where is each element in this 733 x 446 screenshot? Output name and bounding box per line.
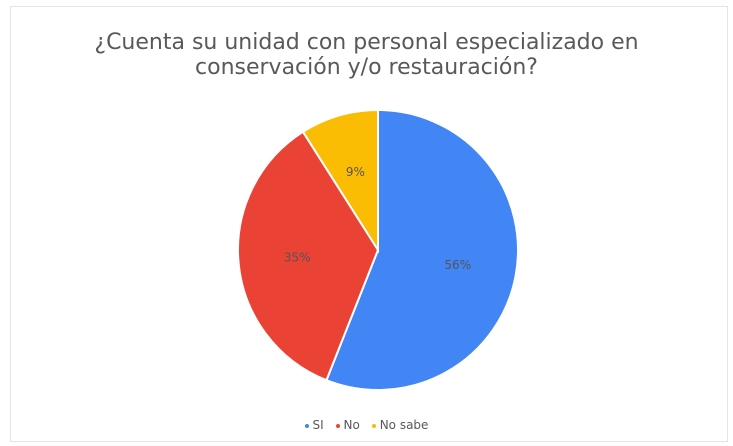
pie-slice-si bbox=[325, 108, 519, 391]
legend-item-si: SI bbox=[304, 418, 324, 432]
data-label-si: 56% bbox=[444, 258, 471, 272]
chart-title-line-2: conservación y/o restauración? bbox=[195, 55, 538, 80]
legend-marker-no-sabe bbox=[371, 423, 376, 428]
legend-label-si: SI bbox=[312, 418, 324, 432]
pie-slice-no bbox=[237, 130, 380, 382]
legend-marker-no bbox=[335, 423, 340, 428]
data-label-no-sabe: 9% bbox=[346, 165, 365, 179]
legend-item-no-sabe: No sabe bbox=[371, 418, 429, 432]
legend-item-no: No bbox=[335, 418, 360, 432]
chart-title-line-1: ¿Cuenta su unidad con personal especiali… bbox=[94, 30, 639, 55]
legend-label-no: No bbox=[343, 418, 360, 432]
chart-title: ¿Cuenta su unidad con personal especiali… bbox=[0, 30, 733, 80]
legend-marker-si bbox=[304, 423, 309, 428]
chart-legend: SI No No sabe bbox=[0, 418, 733, 432]
data-label-no: 35% bbox=[284, 251, 311, 265]
legend-label-no-sabe: No sabe bbox=[379, 418, 429, 432]
pie-slice-no-sabe bbox=[301, 108, 379, 254]
